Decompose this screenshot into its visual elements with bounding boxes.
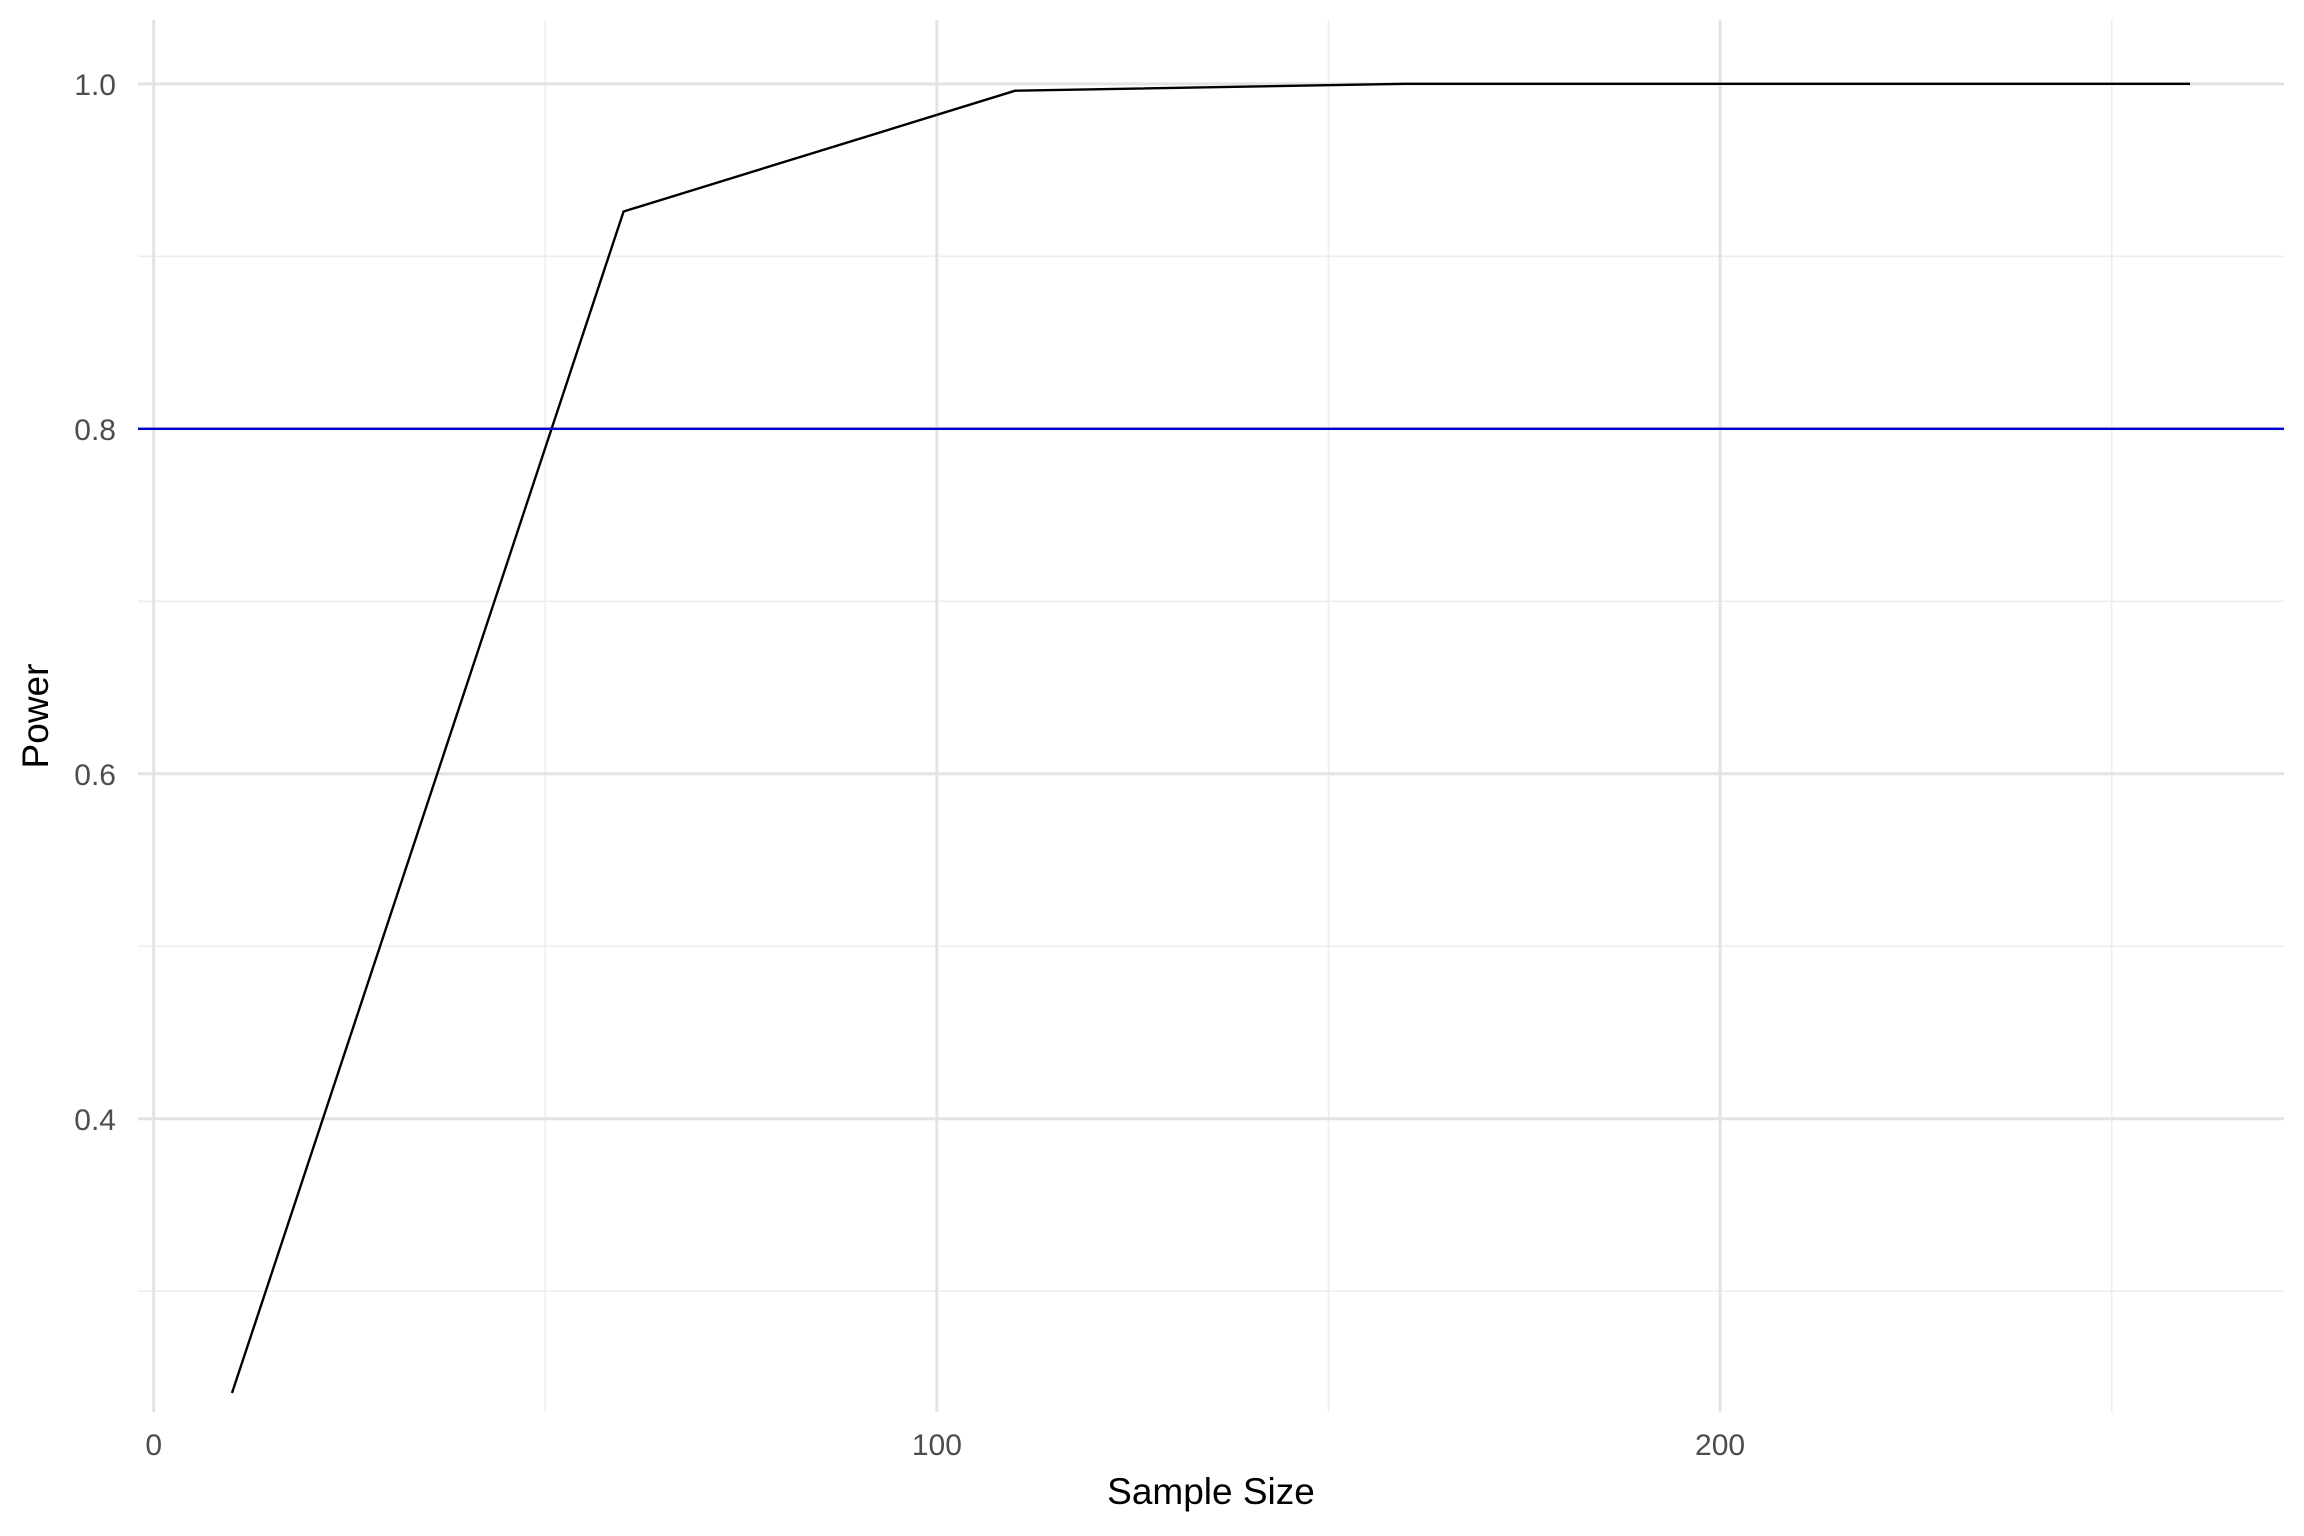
x-tick-label: 0 [145,1429,162,1462]
y-tick-label: 0.8 [74,414,116,447]
y-tick-label: 0.4 [74,1104,116,1137]
y-axis-title: Power [15,664,56,769]
y-tick-label: 0.6 [74,759,116,792]
power-series-line [230,82,2190,1394]
y-tick-label: 1.0 [74,69,116,102]
x-tick-label: 100 [912,1429,962,1462]
y-axis-tick-labels: 0.4 0.6 0.8 1.0 [74,69,116,1137]
x-axis-title: Sample Size [1107,1471,1315,1512]
data-series [230,82,2190,1394]
x-tick-label: 200 [1695,1429,1745,1462]
x-axis-tick-labels: 0 100 200 [145,1429,1745,1462]
